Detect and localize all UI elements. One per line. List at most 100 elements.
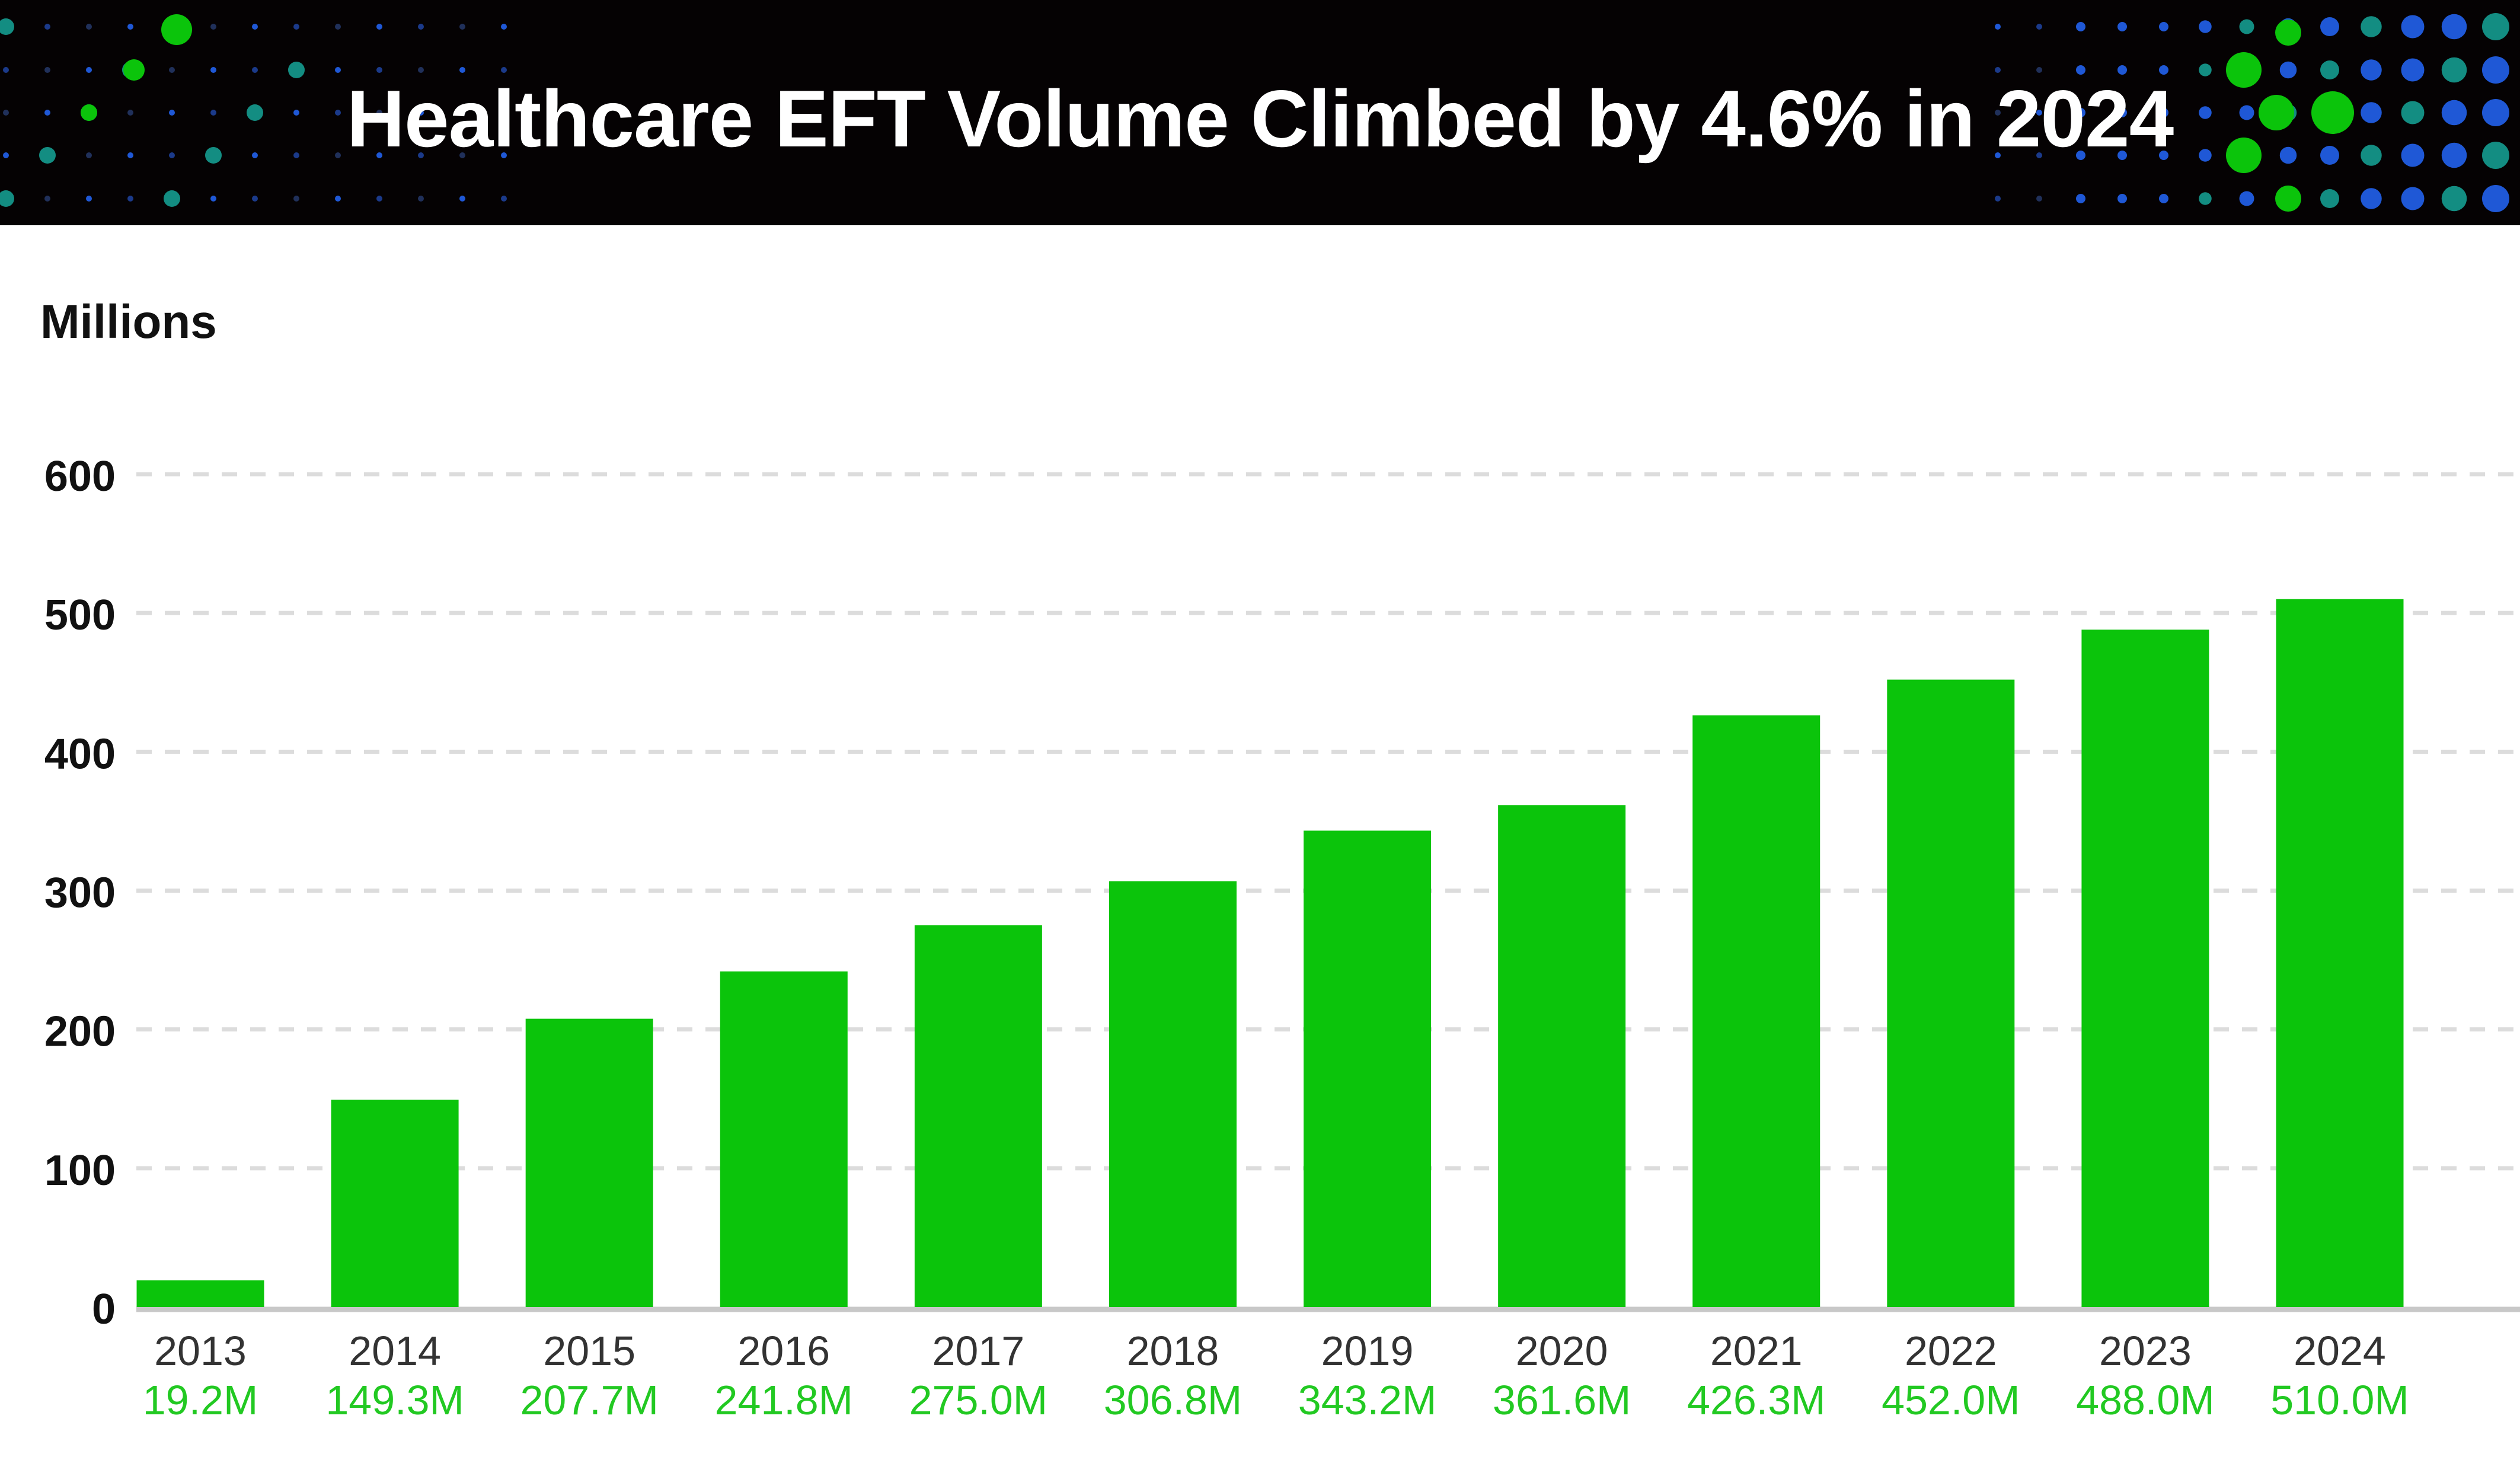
decorative-dot xyxy=(2482,13,2509,40)
x-tick-label: 2021 xyxy=(1710,1328,1803,1374)
decorative-dot xyxy=(418,152,424,158)
bar-2013 xyxy=(136,1280,264,1307)
bar-2023 xyxy=(2081,630,2209,1307)
x-tick-label: 2015 xyxy=(543,1328,635,1374)
decorative-dot xyxy=(169,152,175,158)
y-tick-label: 600 xyxy=(44,453,116,500)
data-label: 275.0M xyxy=(909,1377,1047,1423)
decorative-dot xyxy=(2482,185,2509,212)
decorative-dot xyxy=(2036,24,2042,30)
bar-2019 xyxy=(1304,830,1432,1307)
x-tick-label: 2013 xyxy=(154,1328,247,1374)
decorative-dot xyxy=(2226,52,2262,88)
decorative-dot xyxy=(205,147,222,164)
decorative-dot xyxy=(501,196,507,202)
bar-2022 xyxy=(1887,679,2015,1307)
decorative-dot xyxy=(501,152,507,158)
decorative-dot xyxy=(2320,60,2339,79)
decorative-dot xyxy=(335,24,341,30)
decorative-dot xyxy=(376,67,382,73)
y-tick-label: 200 xyxy=(44,1008,116,1056)
decorative-dot xyxy=(418,196,424,202)
decorative-dot xyxy=(247,104,263,121)
x-tick-label: 2022 xyxy=(1905,1328,1997,1374)
decorative-dot xyxy=(2239,105,2254,120)
decorative-dot xyxy=(2076,151,2085,160)
decorative-dot xyxy=(3,152,9,158)
data-label: 426.3M xyxy=(1687,1377,1825,1423)
decorative-dot xyxy=(2320,17,2339,36)
x-tick-label: 2024 xyxy=(2294,1328,2386,1374)
y-tick-label: 300 xyxy=(44,870,116,917)
y-axis-label: Millions xyxy=(40,295,217,348)
y-tick-label: 100 xyxy=(44,1147,116,1194)
bar-2016 xyxy=(720,971,848,1307)
decorative-dot xyxy=(2361,59,2382,81)
data-label: 306.8M xyxy=(1104,1377,1242,1423)
decorative-dot xyxy=(2036,67,2042,73)
decorative-dot xyxy=(2275,20,2301,46)
decorative-dot xyxy=(2441,14,2467,40)
decorative-dot xyxy=(2401,143,2425,167)
decorative-dot xyxy=(123,59,145,81)
decorative-dot xyxy=(2275,186,2301,212)
decorative-dot xyxy=(2361,102,2382,123)
data-label: 361.6M xyxy=(1493,1377,1631,1423)
data-label: 510.0M xyxy=(2270,1377,2409,1423)
data-label: 207.7M xyxy=(520,1377,658,1423)
x-tick-label: 2023 xyxy=(2099,1328,2192,1374)
x-tick-label: 2018 xyxy=(1127,1328,1219,1374)
data-label: 488.0M xyxy=(2076,1377,2214,1423)
decorative-dot xyxy=(1995,110,2001,116)
decorative-dot xyxy=(127,24,133,30)
decorative-dot xyxy=(2361,16,2382,37)
decorative-dot xyxy=(459,24,465,30)
decorative-dot xyxy=(127,152,133,158)
decorative-dot xyxy=(2239,191,2254,206)
decorative-dot xyxy=(2311,91,2354,134)
decorative-dot xyxy=(210,24,216,30)
x-tick-label: 2014 xyxy=(349,1328,441,1374)
decorative-dot xyxy=(459,110,465,116)
decorative-dot xyxy=(2401,15,2425,39)
decorative-dot xyxy=(2239,19,2254,34)
y-tick-label: 500 xyxy=(44,592,116,639)
decorative-dot xyxy=(252,152,258,158)
decorative-dot xyxy=(44,110,50,116)
decorative-dot xyxy=(2159,108,2168,117)
decorative-dot xyxy=(459,152,465,158)
decorative-dot xyxy=(0,18,14,35)
x-tick-label: 2020 xyxy=(1516,1328,1608,1374)
decorative-dot xyxy=(2159,65,2168,75)
decorative-dot xyxy=(44,67,50,73)
decorative-dot xyxy=(376,152,382,158)
decorative-dot xyxy=(2259,95,2294,130)
decorative-dot xyxy=(2361,188,2382,209)
bar-2014 xyxy=(331,1100,459,1307)
decorative-dot xyxy=(252,67,258,73)
decorative-dot xyxy=(459,196,465,202)
decorative-dot xyxy=(501,24,507,30)
decorative-dot xyxy=(210,67,216,73)
data-labels: 19.2M 149.3M 207.7M 241.8M 275.0M 306.8M 343.2… xyxy=(143,1377,2409,1423)
decorative-dot xyxy=(418,67,424,73)
data-label: 149.3M xyxy=(325,1377,464,1423)
decorative-dot xyxy=(2482,56,2509,84)
decorative-dot xyxy=(293,196,299,202)
decorative-dot xyxy=(1995,24,2001,30)
bar-2024 xyxy=(2276,599,2404,1307)
decorative-dot xyxy=(335,110,341,116)
decorative-dot xyxy=(2199,20,2212,33)
decorative-dot xyxy=(2199,63,2212,76)
decorative-dot xyxy=(2482,142,2509,169)
decorative-dot xyxy=(44,24,50,30)
decorative-dot xyxy=(252,196,258,202)
x-tick-label: 2016 xyxy=(737,1328,830,1374)
decorative-dot xyxy=(2117,194,2127,203)
bar-2021 xyxy=(1692,715,1820,1307)
page-title: Healthcare EFT Volume Climbed by 4.6% in… xyxy=(346,74,2174,164)
decorative-dot xyxy=(86,24,92,30)
decorative-dot xyxy=(501,67,507,73)
decorative-dot xyxy=(44,196,50,202)
